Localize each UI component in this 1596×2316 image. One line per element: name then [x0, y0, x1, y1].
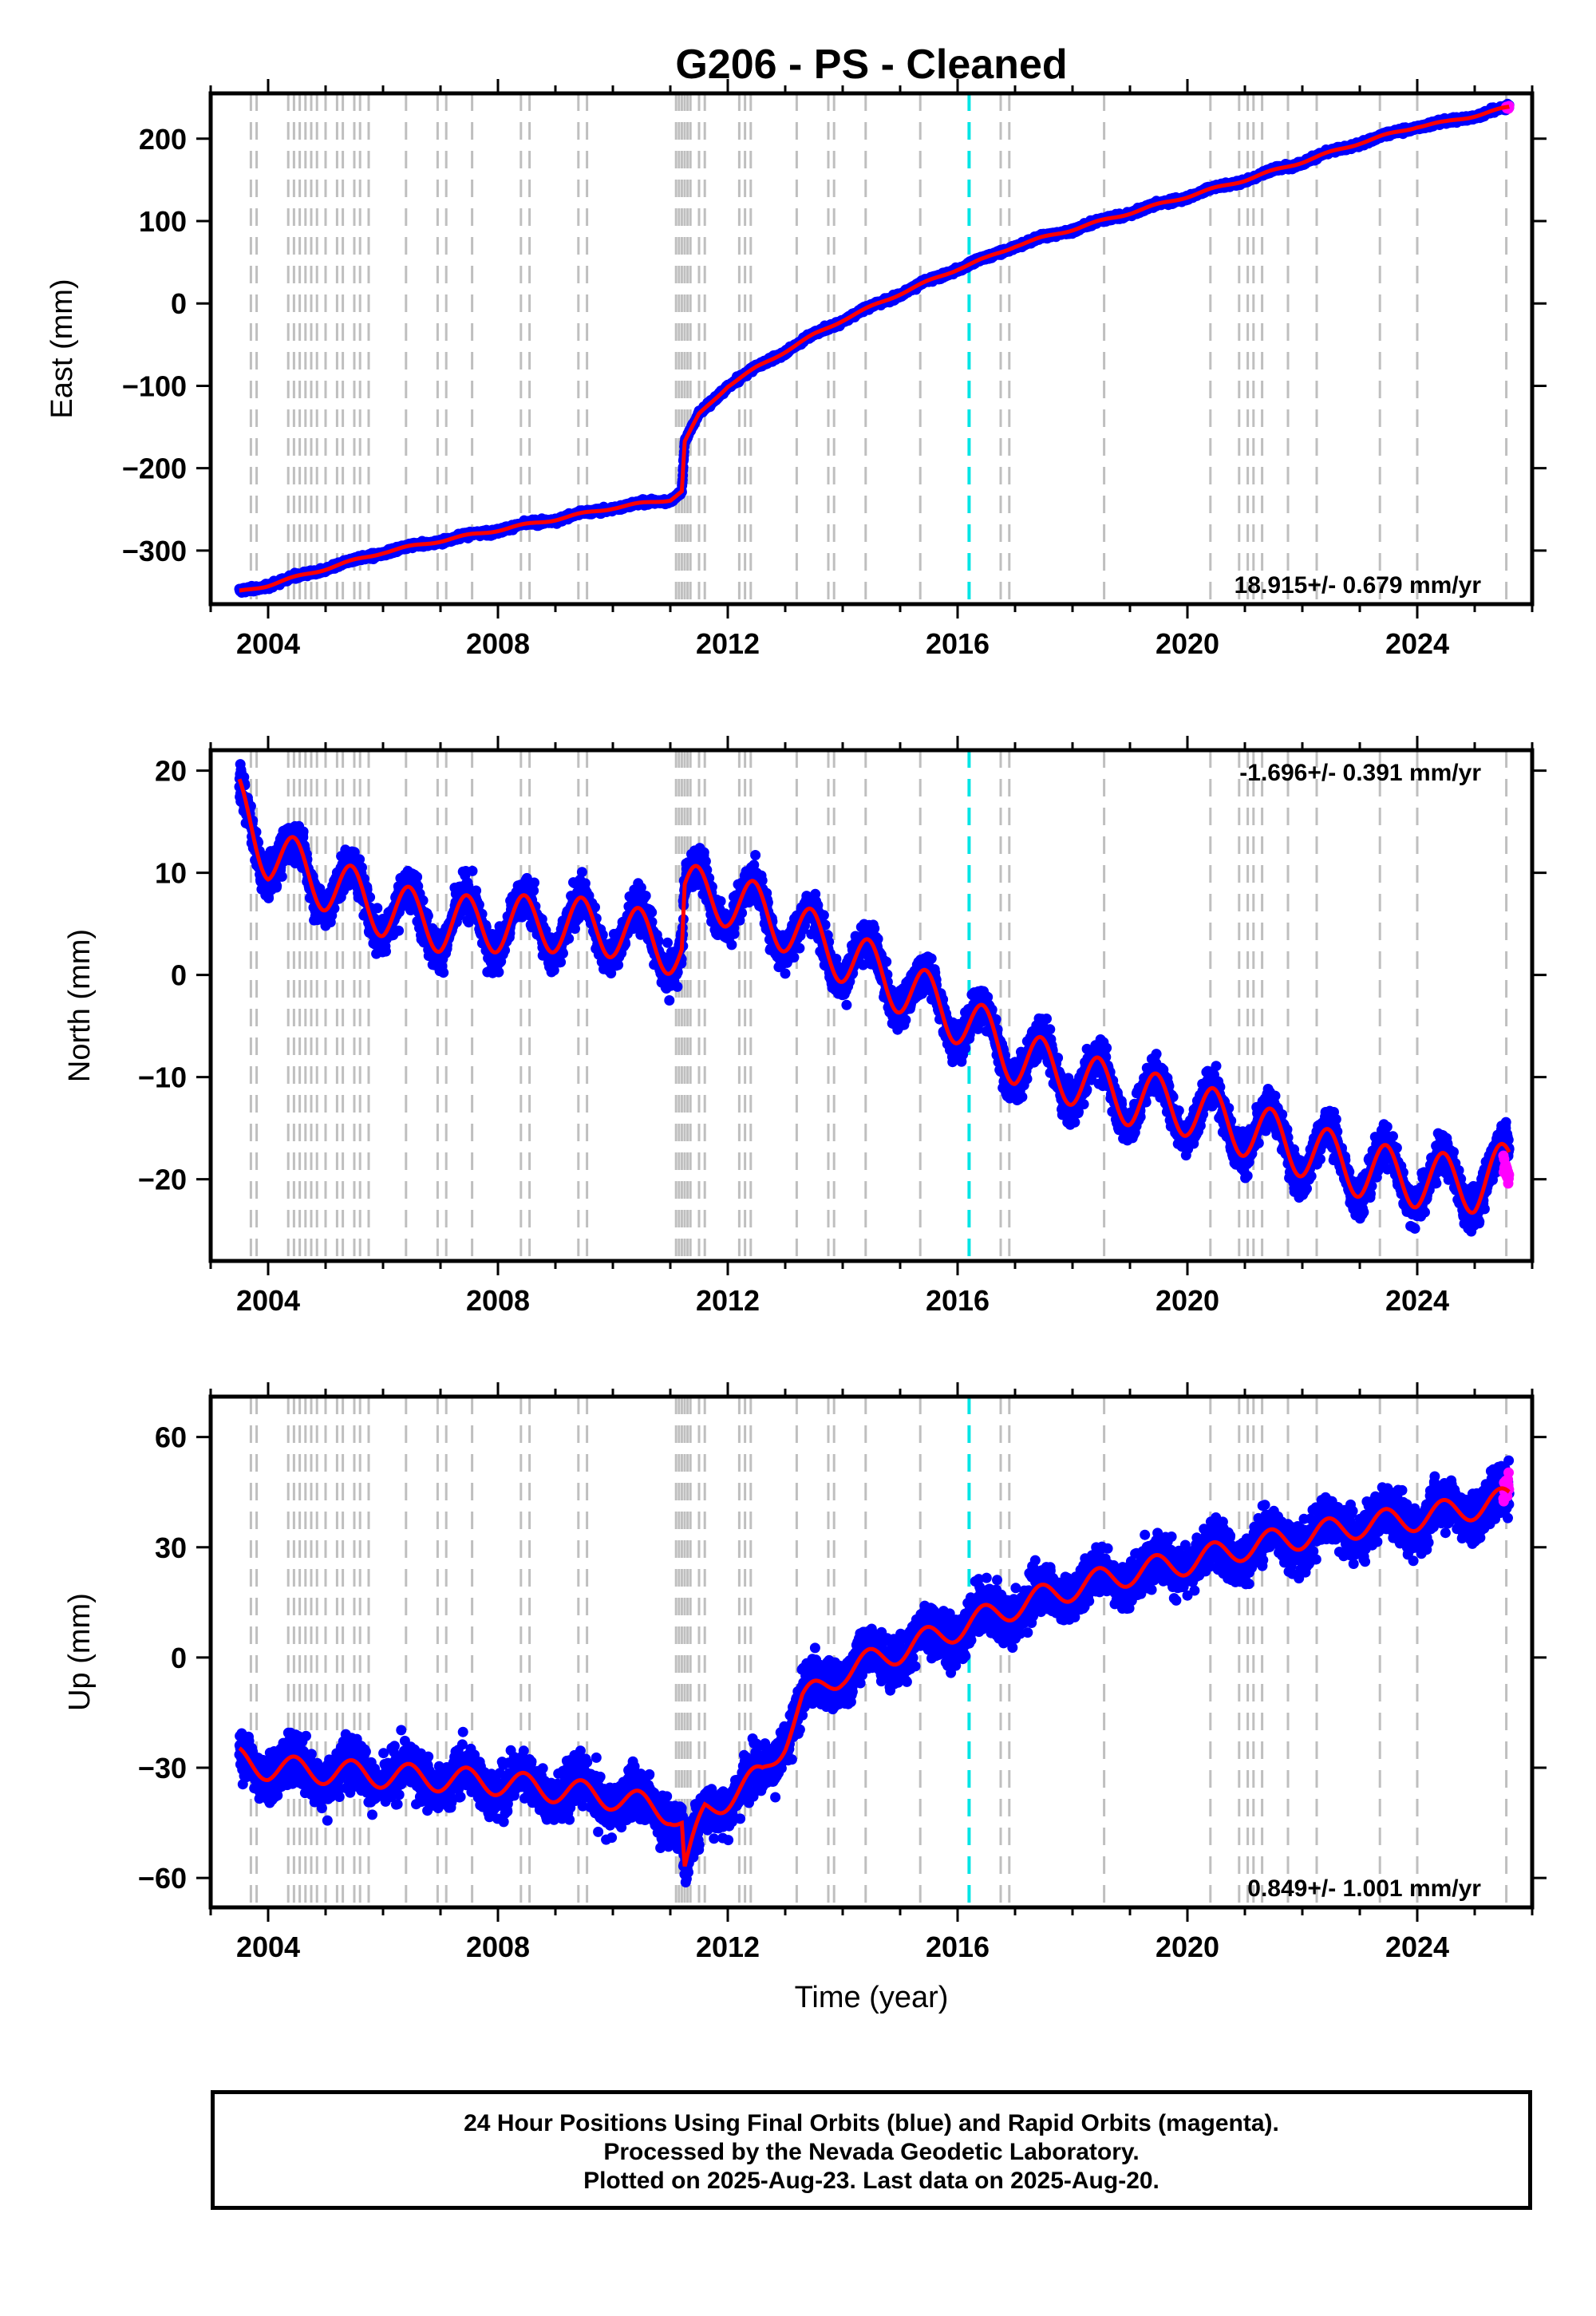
final-orbit-points	[234, 98, 1515, 598]
east-panel: 2004 2008 2012 2016 2020 20242001000−100−200−…	[45, 79, 1547, 660]
plot-area	[234, 93, 1515, 604]
figure-title: G206 - PS - Cleaned	[675, 41, 1067, 88]
